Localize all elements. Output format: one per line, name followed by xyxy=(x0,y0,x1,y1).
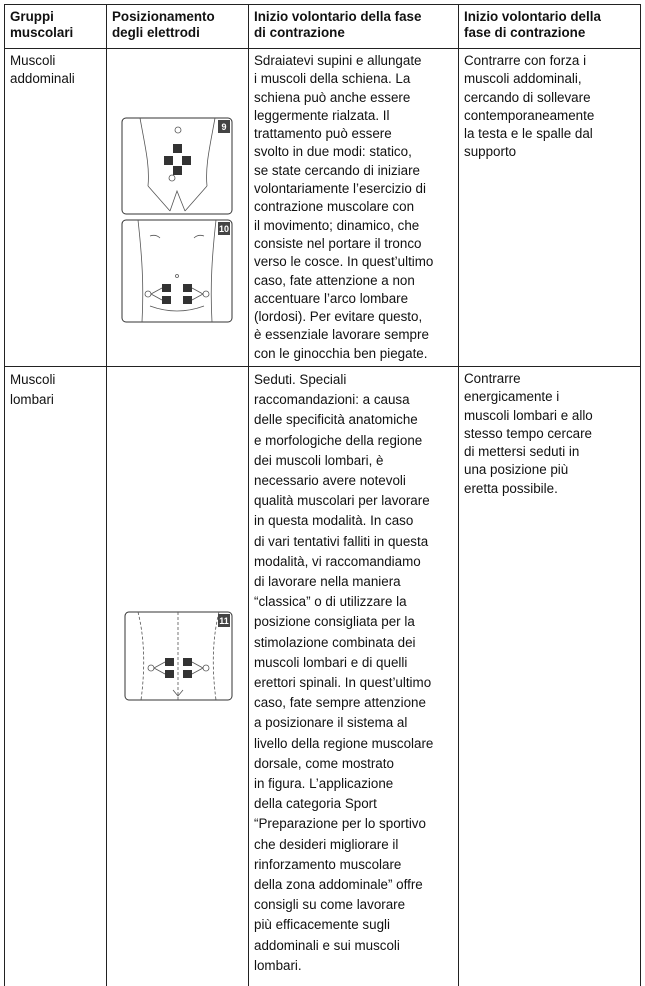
text-line: Muscoli xyxy=(10,372,56,387)
text-line: cercando di sollevare xyxy=(464,89,591,105)
header-cell: Inizio volontario della fase di contrazio… xyxy=(249,6,458,44)
text-line: raccomandazioni: a causa xyxy=(254,392,410,408)
contraction-cell: Contrarre energicamente i muscoli lombari … xyxy=(459,367,640,501)
text-line: necessario avere notevoli xyxy=(254,473,406,489)
group-cell: Muscoli addominali xyxy=(5,49,106,92)
text-line: schiena può anche essere xyxy=(254,89,411,105)
text-line: trattamento può essere xyxy=(254,126,392,142)
text-line: lombari xyxy=(10,392,54,408)
text-line: qualità muscolari per lavorare xyxy=(254,493,430,509)
text-line: di lavorare nella maniera xyxy=(254,574,401,590)
text-line: eretta possibile. xyxy=(464,480,558,496)
description-cell: Seduti. Speciali raccomandazioni: a causa… xyxy=(249,367,458,979)
text-line: Contrarre xyxy=(464,371,521,386)
header-cell: Inizio volontario della fase di contrazio… xyxy=(459,6,640,44)
group-cell: Muscoli lombari xyxy=(5,367,106,413)
text-line: stesso tempo cercare xyxy=(464,425,593,441)
description-cell: Sdraiatevi supini e allungate i muscoli d… xyxy=(249,49,458,366)
row-divider xyxy=(4,48,641,49)
text-line: che desideri migliorare il xyxy=(254,836,399,852)
text-line: modalità, vi raccomandiamo xyxy=(254,553,421,569)
text-line: accentuare l’arco lombare xyxy=(254,290,409,306)
text-line: Inizio volontario della fase xyxy=(254,9,422,24)
text-line: “classica” o di utilizzare la xyxy=(254,594,407,610)
figure-abdominal: 9 10 xyxy=(121,117,233,323)
text-line: degli elettrodi xyxy=(112,25,200,40)
text-line: lombari. xyxy=(254,957,302,973)
text-line: Contrarre con forza i xyxy=(464,53,587,68)
text-line: rinforzamento muscolare xyxy=(254,856,402,872)
text-line: “Preparazione per lo sportivo xyxy=(254,816,426,832)
table-border xyxy=(4,4,641,5)
text-line: leggermente rialzata. Il xyxy=(254,107,390,123)
header-cell: Posizionamento degli elettrodi xyxy=(107,6,248,44)
text-line: consigli su come lavorare xyxy=(254,897,406,913)
table-border xyxy=(640,4,641,986)
text-line: contemporaneamente xyxy=(464,107,595,123)
text-line: se state cercando di iniziare xyxy=(254,162,420,178)
text-line: della categoria Sport xyxy=(254,796,377,812)
column-divider xyxy=(4,4,5,986)
text-line: la testa e le spalle dal xyxy=(464,126,593,142)
text-line: livello della regione muscolare xyxy=(254,735,434,751)
text-line: svolto in due modi: statico, xyxy=(254,144,412,160)
text-line: dei muscoli lombari, è xyxy=(254,452,384,468)
text-line: con le ginocchia ben piegate. xyxy=(254,345,428,361)
figure-number: 11 xyxy=(219,616,229,626)
text-line: il movimento; dinamico, che xyxy=(254,217,420,233)
text-line: di mettersi seduti in xyxy=(464,444,580,460)
contraction-cell: Contrarre con forza i muscoli addominali,… xyxy=(459,49,640,165)
row-divider xyxy=(4,366,641,367)
text-line: Posizionamento xyxy=(112,9,215,24)
text-line: addominali e sui muscoli xyxy=(254,937,400,953)
column-divider xyxy=(106,4,107,986)
text-line: volontariamente l’esercizio di xyxy=(254,181,426,197)
text-line: più efficacemente sugli xyxy=(254,917,390,933)
text-line: delle specificità anatomiche xyxy=(254,412,418,428)
text-line: verso le cosce. In quest’ultimo xyxy=(254,254,434,270)
figure-lumbar: 11 xyxy=(124,611,233,701)
text-line: posizione consigliata per la xyxy=(254,614,415,630)
column-divider xyxy=(248,4,249,986)
column-divider xyxy=(458,4,459,986)
text-line: caso, fate sempre attenzione xyxy=(254,695,426,711)
text-line: fase di contrazione xyxy=(464,25,586,40)
text-line: consiste nel portare il tronco xyxy=(254,235,422,251)
text-line: stimolazione combinata dei xyxy=(254,634,416,650)
text-line: addominali xyxy=(10,71,75,87)
text-line: di contrazione xyxy=(254,25,345,40)
text-line: in figura. L’applicazione xyxy=(254,776,394,792)
text-line: è essenziale lavorare sempre xyxy=(254,327,429,343)
text-line: di vari tentativi falliti in questa xyxy=(254,533,429,549)
text-line: contrazione muscolare con xyxy=(254,199,415,215)
text-line: erettori spinali. In quest’ultimo xyxy=(254,675,432,691)
text-line: e morfologiche della regione xyxy=(254,432,423,448)
text-line: della zona addominale” offre xyxy=(254,877,423,893)
text-line: muscoli addominali, xyxy=(464,71,582,87)
text-line: Muscoli xyxy=(10,53,56,68)
text-line: una posizione più xyxy=(464,462,569,478)
text-line: i muscoli della schiena. La xyxy=(254,71,411,87)
figure-number: 10 xyxy=(219,224,229,234)
text-line: a posizionare il sistema al xyxy=(254,715,408,731)
text-line: caso, fate attenzione a non xyxy=(254,272,415,288)
text-line: Gruppi xyxy=(10,9,54,24)
text-line: in questa modalità. In caso xyxy=(254,513,414,529)
header-cell: Gruppi muscolari xyxy=(5,6,106,44)
figure-number: 9 xyxy=(221,122,226,132)
text-line: muscoli lombari e allo xyxy=(464,407,593,423)
text-line: Inizio volontario della xyxy=(464,9,601,24)
text-line: dorsale, come mostrato xyxy=(254,755,394,771)
text-line: muscoli lombari e di quelli xyxy=(254,654,408,670)
text-line: muscolari xyxy=(10,25,74,40)
text-line: Seduti. Speciali xyxy=(254,372,347,387)
text-line: Sdraiatevi supini e allungate xyxy=(254,53,422,68)
text-line: (lordosi). Per evitare questo, xyxy=(254,309,423,325)
text-line: supporto xyxy=(464,144,517,160)
text-line: energicamente i xyxy=(464,389,560,405)
